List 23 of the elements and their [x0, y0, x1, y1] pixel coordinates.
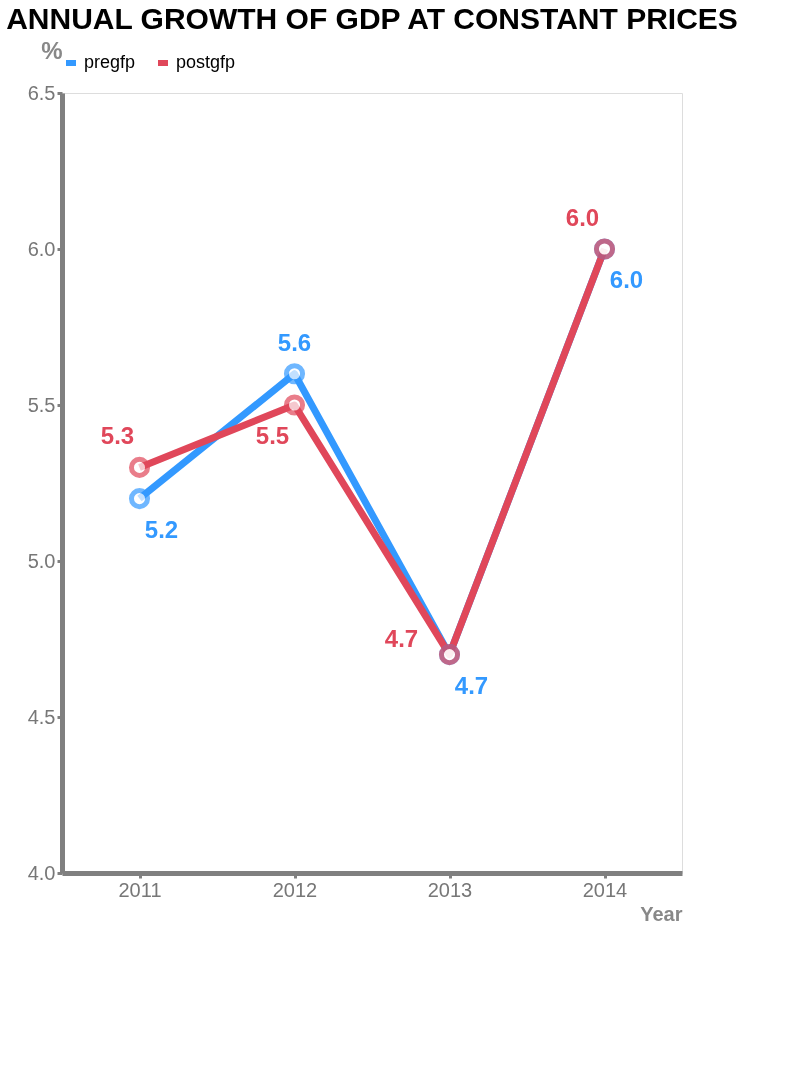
data-label: 6.0	[609, 266, 644, 293]
y-axis-title: %	[41, 36, 63, 64]
legend-label: pregfp	[84, 52, 136, 72]
y-tick-label: 5.5	[27, 393, 56, 416]
x-tick-label: 2013	[427, 878, 473, 901]
y-tick-label: 6.0	[27, 237, 56, 260]
data-label: 5.5	[255, 422, 290, 449]
data-label: 4.7	[384, 624, 419, 652]
data-label: 5.6	[277, 328, 312, 356]
legend-label: postgfp	[176, 52, 236, 72]
y-tick-label: 4.5	[27, 705, 56, 728]
data-label: 5.2	[144, 515, 179, 543]
chart-title: ANNUAL GROWTH OF GDP AT CONSTANT PRICES	[6, 2, 738, 35]
x-tick-label: 2011	[118, 878, 162, 901]
x-tick-label: 2012	[272, 878, 318, 901]
x-axis-title: Year	[640, 902, 683, 925]
data-label: 4.7	[454, 671, 489, 699]
y-tick-label: 4.0	[27, 861, 56, 884]
y-tick-label: 5.0	[27, 549, 56, 572]
data-label: 6.0	[565, 204, 600, 231]
y-tick-label: 6.5	[27, 81, 56, 104]
data-label: 5.3	[100, 422, 135, 450]
x-tick-label: 2014	[582, 878, 628, 901]
